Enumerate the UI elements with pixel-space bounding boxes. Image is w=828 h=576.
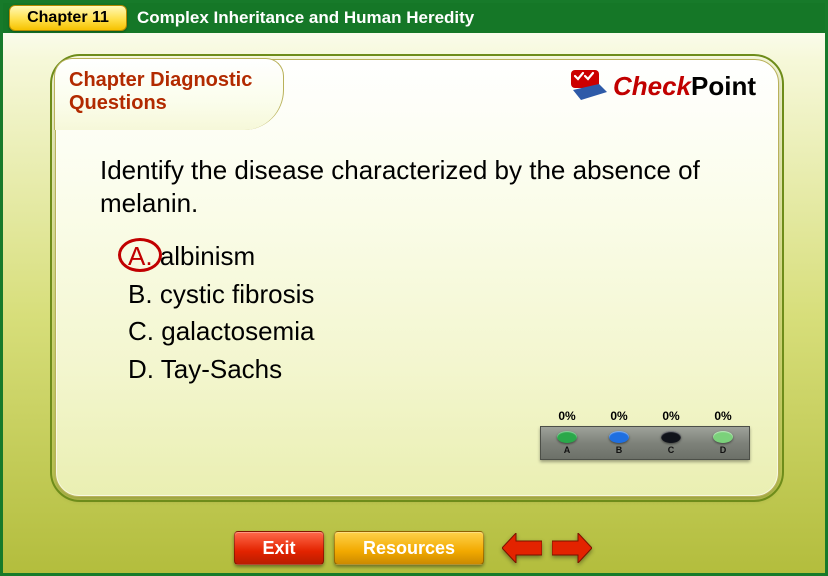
answer-text: galactosemia	[161, 316, 314, 346]
header-bar: Chapter 11 Complex Inheritance and Human…	[3, 3, 825, 33]
checkpoint-text: CheckPoint	[613, 71, 756, 102]
checkpoint-point: Point	[691, 71, 756, 102]
result-dot-icon	[609, 431, 629, 443]
result-dot-icon	[713, 431, 733, 443]
slide-frame: Chapter 11 Complex Inheritance and Human…	[0, 0, 828, 576]
result-pct: 0%	[597, 409, 641, 423]
resources-button-label: Resources	[363, 538, 455, 559]
arrow-right-icon	[552, 533, 592, 563]
checkpoint-icon	[569, 70, 609, 102]
nav-arrows	[500, 531, 594, 565]
card-tab: Chapter Diagnostic Questions	[54, 58, 284, 130]
answer-option-b[interactable]: B. cystic fibrosis	[128, 276, 314, 314]
checkpoint-check: Check	[613, 71, 691, 102]
answer-letter: B.	[128, 279, 153, 309]
question-text: Identify the disease characterized by th…	[100, 154, 718, 219]
result-dot-icon	[557, 431, 577, 443]
result-label: D	[701, 445, 745, 455]
answer-text: albinism	[160, 241, 255, 271]
result-item-c: 0% C	[649, 431, 693, 455]
resources-button[interactable]: Resources	[334, 531, 484, 565]
results-panel: 0% A 0% B 0% C 0% D	[540, 404, 750, 466]
result-dot-icon	[661, 431, 681, 443]
content-card: Chapter Diagnostic Questions CheckPoint …	[55, 59, 779, 497]
result-item-a: 0% A	[545, 431, 589, 455]
result-item-b: 0% B	[597, 431, 641, 455]
answer-text: Tay-Sachs	[161, 354, 282, 384]
result-label: B	[597, 445, 641, 455]
chapter-title: Complex Inheritance and Human Heredity	[137, 8, 474, 28]
result-label: C	[649, 445, 693, 455]
answer-letter: D.	[128, 354, 154, 384]
result-label: A	[545, 445, 589, 455]
chapter-tab: Chapter 11	[9, 5, 127, 31]
answer-option-a[interactable]: A. albinism	[128, 238, 314, 276]
results-strip: 0% A 0% B 0% C 0% D	[540, 426, 750, 460]
answer-letter: A.	[128, 241, 153, 271]
answers-list: A. albinism B. cystic fibrosis C. galact…	[128, 238, 314, 389]
prev-arrow-button[interactable]	[500, 531, 544, 565]
answer-text: cystic fibrosis	[160, 279, 315, 309]
result-pct: 0%	[545, 409, 589, 423]
answer-option-d[interactable]: D. Tay-Sachs	[128, 351, 314, 389]
exit-button[interactable]: Exit	[234, 531, 324, 565]
result-item-d: 0% D	[701, 431, 745, 455]
checkpoint-logo: CheckPoint	[569, 70, 756, 102]
card-tab-text: Chapter Diagnostic Questions	[69, 69, 269, 115]
next-arrow-button[interactable]	[550, 531, 594, 565]
tab-line-1: Chapter Diagnostic	[69, 69, 252, 91]
tab-line-2: Questions	[69, 92, 167, 114]
chapter-label: Chapter 11	[27, 9, 109, 27]
result-pct: 0%	[701, 409, 745, 423]
result-pct: 0%	[649, 409, 693, 423]
arrow-left-icon	[502, 533, 542, 563]
exit-button-label: Exit	[262, 538, 295, 559]
answer-option-c[interactable]: C. galactosemia	[128, 313, 314, 351]
answer-letter: C.	[128, 316, 154, 346]
footer-bar: Exit Resources	[3, 523, 825, 573]
